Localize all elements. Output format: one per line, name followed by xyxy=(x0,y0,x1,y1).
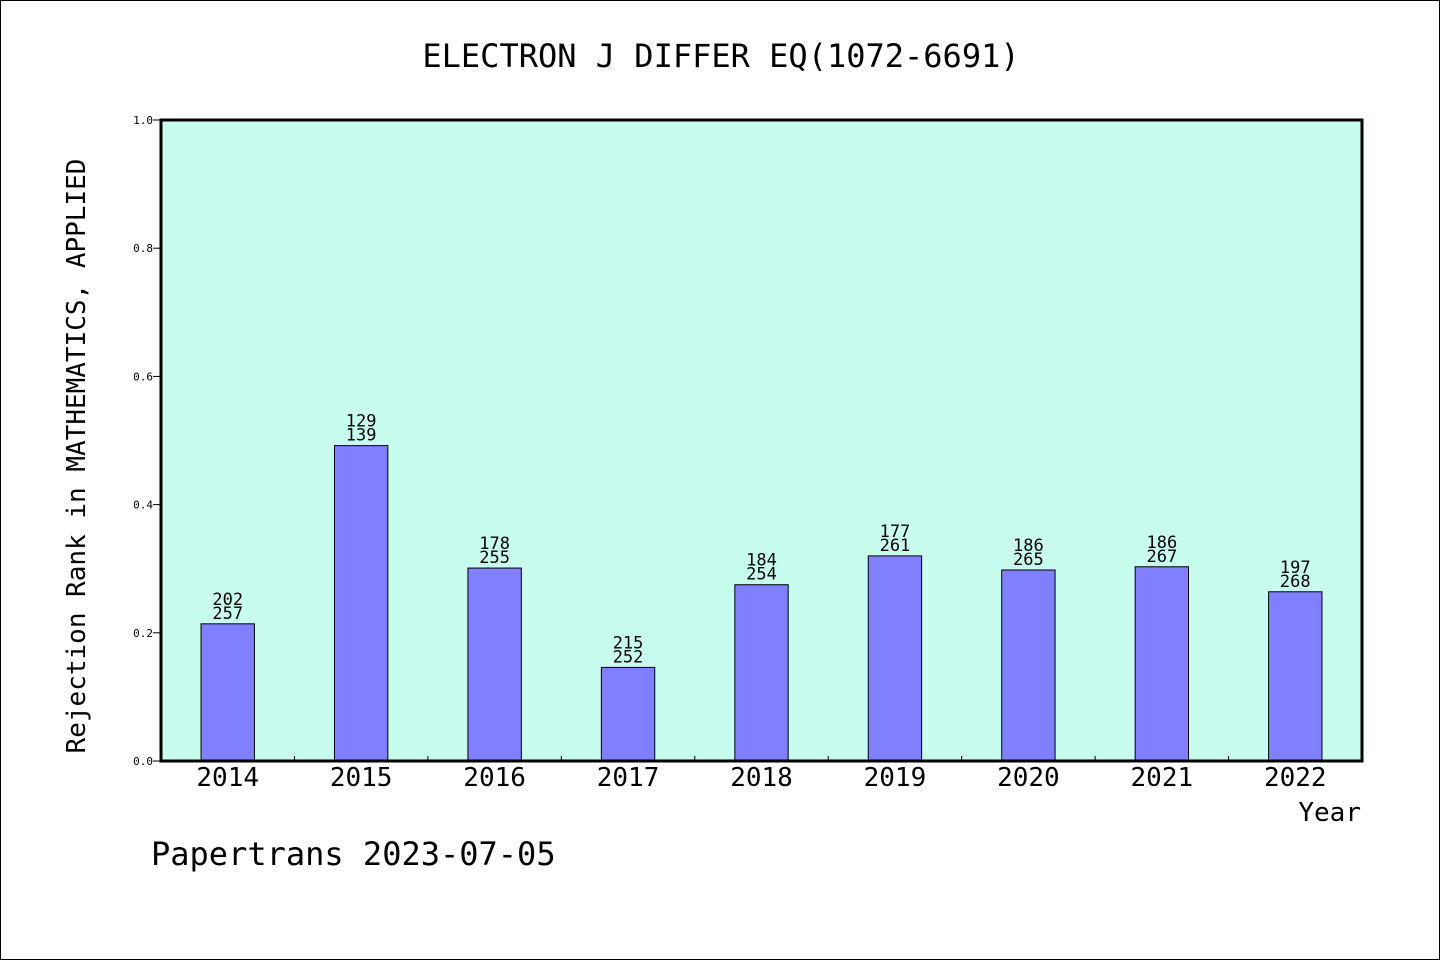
bar-2016 xyxy=(467,567,522,762)
bar-label-bottom-2014: 257 xyxy=(212,604,243,624)
x-tick-label-2018: 2018 xyxy=(730,763,793,793)
bar-label-bottom-2015: 139 xyxy=(346,426,377,446)
y-tick-label: 0.2 xyxy=(133,627,153,640)
bar-label-bottom-2019: 261 xyxy=(880,536,911,556)
bar-2022 xyxy=(1268,591,1323,762)
x-axis-label: Year xyxy=(1298,798,1361,828)
x-tick-label-2015: 2015 xyxy=(330,763,393,793)
bar-label-top-2015: 129 xyxy=(346,412,377,432)
bar-2015 xyxy=(333,445,389,762)
y-tick-label: 0.8 xyxy=(133,242,153,255)
bar-label-bottom-2021: 267 xyxy=(1146,547,1177,567)
bar-2018 xyxy=(734,584,789,762)
footer-credit: Papertrans 2023-07-05 xyxy=(151,835,556,873)
chart-title: ELECTRON J DIFFER EQ(1072-6691) xyxy=(422,37,1019,75)
y-tick-label: 0.6 xyxy=(133,370,153,383)
x-tick-label-2022: 2022 xyxy=(1264,763,1327,793)
bar-label-top-2016: 178 xyxy=(479,534,510,554)
bar-label-bottom-2020: 265 xyxy=(1013,550,1044,570)
x-tick-label-2019: 2019 xyxy=(864,763,927,793)
bar-label-bottom-2016: 255 xyxy=(479,548,510,568)
x-tick-label-2020: 2020 xyxy=(997,763,1060,793)
bar-2019 xyxy=(867,555,923,762)
bar-label-bottom-2018: 254 xyxy=(746,565,777,585)
bar-label-bottom-2022: 268 xyxy=(1280,572,1311,592)
y-tick-label: 0.0 xyxy=(133,755,153,768)
bar-label-top-2018: 184 xyxy=(746,551,777,571)
x-tick-label-2021: 2021 xyxy=(1131,763,1194,793)
y-tick-label: 1.0 xyxy=(133,114,153,127)
bar-label-top-2019: 177 xyxy=(880,522,911,542)
bar-label-top-2014: 202 xyxy=(212,590,243,610)
x-tick-label-2014: 2014 xyxy=(196,763,259,793)
bar-label-top-2020: 186 xyxy=(1013,536,1044,556)
bar-label-top-2017: 215 xyxy=(613,633,644,653)
bar-2021 xyxy=(1134,566,1190,762)
bar-2017 xyxy=(600,666,656,762)
bar-label-top-2021: 186 xyxy=(1146,533,1177,553)
y-axis-label: Rejection Rank in MATHEMATICS, APPLIED xyxy=(62,159,92,754)
bar-2014 xyxy=(200,623,255,762)
plot-border xyxy=(159,118,1364,763)
bar-2020 xyxy=(1001,569,1056,762)
x-tick-label-2017: 2017 xyxy=(597,763,660,793)
x-tick-label-2016: 2016 xyxy=(463,763,526,793)
bar-label-bottom-2017: 252 xyxy=(613,647,644,667)
y-tick-label: 0.4 xyxy=(133,499,153,512)
bar-label-top-2022: 197 xyxy=(1280,558,1311,578)
